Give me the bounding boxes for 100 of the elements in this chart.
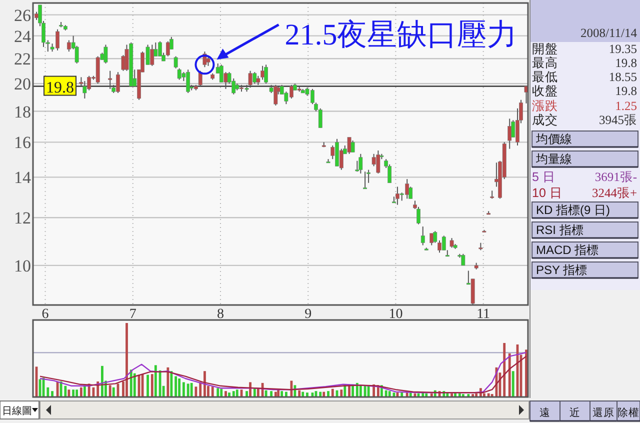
bar [190, 382, 193, 397]
bar [211, 386, 214, 397]
text: 收盤 [532, 84, 558, 98]
text: 2008/11/14 [580, 26, 638, 40]
bar [277, 390, 280, 397]
candlestick [347, 136, 352, 154]
bar [182, 382, 185, 397]
bar [274, 392, 277, 397]
text: 開盤 [532, 42, 558, 56]
bar [80, 387, 82, 397]
text: 漲跌 [532, 99, 558, 113]
y-tick-label: 12 [14, 208, 31, 228]
bar [186, 384, 190, 397]
x-tick-label: 11 [476, 307, 490, 322]
text: 3691張- [594, 170, 637, 184]
y-tick-label: 18 [14, 102, 31, 122]
bar [249, 382, 252, 397]
bar [306, 392, 308, 397]
bar [298, 390, 301, 397]
candlestick [108, 70, 112, 90]
y-tick-label: 22 [14, 50, 31, 69]
bar [327, 391, 330, 397]
bar [525, 350, 528, 397]
bar [270, 391, 272, 397]
bar [236, 390, 238, 397]
bar [384, 390, 388, 397]
y-tick-label: 26 [14, 6, 31, 25]
y-tick-label: 14 [14, 168, 32, 188]
bar [256, 388, 260, 397]
bar [503, 342, 506, 397]
bar [199, 382, 202, 397]
candlestick [363, 171, 367, 190]
bar [133, 373, 136, 397]
bar [220, 388, 223, 397]
bar [388, 391, 391, 397]
candlestick [508, 118, 512, 150]
candlestick [198, 70, 202, 87]
text: 10 日 [532, 186, 562, 200]
button: 均價線 [532, 130, 638, 148]
candlestick [358, 153, 363, 174]
bar [359, 385, 362, 397]
x-tick-label: 10 [388, 307, 403, 322]
bar [101, 366, 104, 397]
bar [216, 388, 220, 397]
candlestick [442, 235, 446, 251]
text: 19.8 [615, 84, 637, 98]
candlestick [461, 253, 466, 266]
y-tick-label: 16 [14, 133, 31, 152]
text: 5 日 [532, 170, 556, 184]
bar [246, 391, 248, 397]
bar [72, 390, 74, 397]
bar [166, 367, 170, 397]
text: 3244張+ [592, 186, 637, 200]
text: 最低 [532, 70, 558, 84]
bar [68, 390, 70, 397]
bar [512, 371, 514, 397]
bar [253, 388, 256, 397]
dropdown: 日線圖 [0, 400, 40, 420]
button: 還原 [590, 400, 618, 422]
bar [232, 391, 235, 397]
annotation: 21.5夜星缺口壓力 [284, 18, 518, 52]
bar [331, 388, 334, 397]
candlestick [104, 44, 108, 64]
bar [154, 365, 157, 397]
text: 成交 [532, 112, 558, 127]
text: 最高 [532, 55, 558, 70]
button: 近 [560, 400, 590, 422]
bar [302, 392, 304, 397]
button: 除權 [616, 400, 640, 422]
candlestick [420, 226, 425, 246]
y-tick-label: 20 [14, 74, 31, 94]
text: 1.25 [615, 99, 637, 113]
ref-line-label: 19.8 [46, 79, 74, 96]
x-tick-label: 7 [129, 307, 136, 322]
button: 遠 [530, 400, 560, 422]
button: 均量線 [532, 150, 638, 168]
text: 19.8 [615, 56, 637, 70]
bar [126, 323, 128, 397]
candlestick [264, 64, 268, 84]
button: KD 指標(9 日) [532, 202, 638, 219]
bar [83, 385, 86, 397]
bar [51, 391, 54, 397]
bar [224, 391, 227, 397]
button: MACD 指標 [532, 242, 638, 259]
candlestick [366, 169, 370, 184]
bar [170, 371, 173, 397]
bar [284, 392, 288, 397]
bar [46, 387, 50, 397]
bar [112, 387, 115, 397]
x-tick-label: 8 [216, 307, 224, 322]
text: 18.55 [608, 70, 637, 84]
bar [319, 392, 322, 397]
bar [322, 392, 326, 397]
bar [228, 392, 230, 397]
bar [150, 374, 154, 397]
bar [204, 371, 206, 397]
bar [76, 390, 78, 397]
bar [64, 386, 67, 397]
bar [400, 392, 404, 397]
y-tick-label: 24 [14, 26, 32, 46]
